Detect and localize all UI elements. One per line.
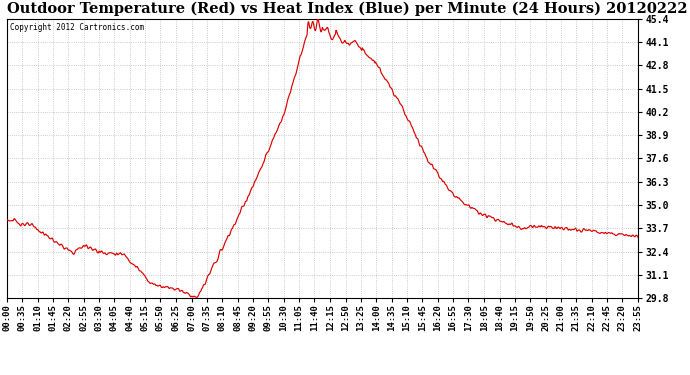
Text: Copyright 2012 Cartronics.com: Copyright 2012 Cartronics.com bbox=[10, 23, 144, 32]
Text: Outdoor Temperature (Red) vs Heat Index (Blue) per Minute (24 Hours) 20120222: Outdoor Temperature (Red) vs Heat Index … bbox=[7, 2, 687, 16]
